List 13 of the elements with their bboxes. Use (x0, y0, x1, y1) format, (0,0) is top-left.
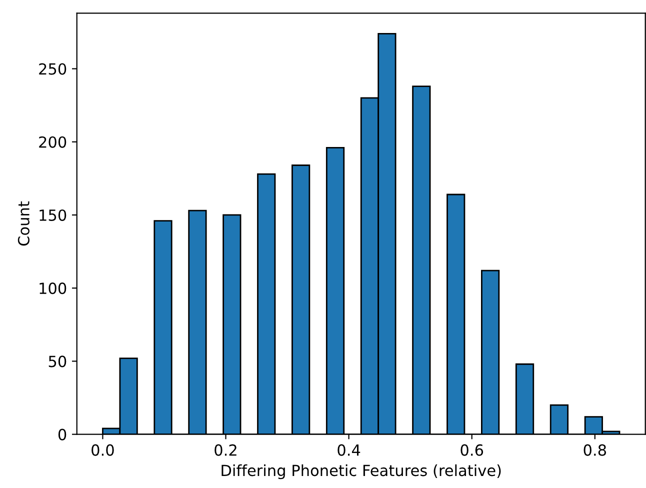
x-tick-label: 0.6 (460, 444, 484, 456)
y-tick-label: 0 (58, 428, 66, 440)
x-tick-label: 0.2 (214, 444, 236, 456)
x-tick-label: 0.4 (338, 444, 360, 456)
x-tick-label: 0.8 (584, 444, 606, 456)
y-tick-label: 50 (48, 356, 66, 368)
y-axis-title: Count (18, 201, 30, 246)
x-tick-label: 0.0 (92, 444, 114, 456)
x-axis-title: Differing Phonetic Features (relative) (222, 464, 501, 480)
y-tick-label: 250 (39, 63, 66, 75)
y-tick-label: 200 (39, 136, 66, 148)
y-tick-label: 150 (40, 209, 66, 221)
y-tick-label: 100 (40, 282, 66, 294)
